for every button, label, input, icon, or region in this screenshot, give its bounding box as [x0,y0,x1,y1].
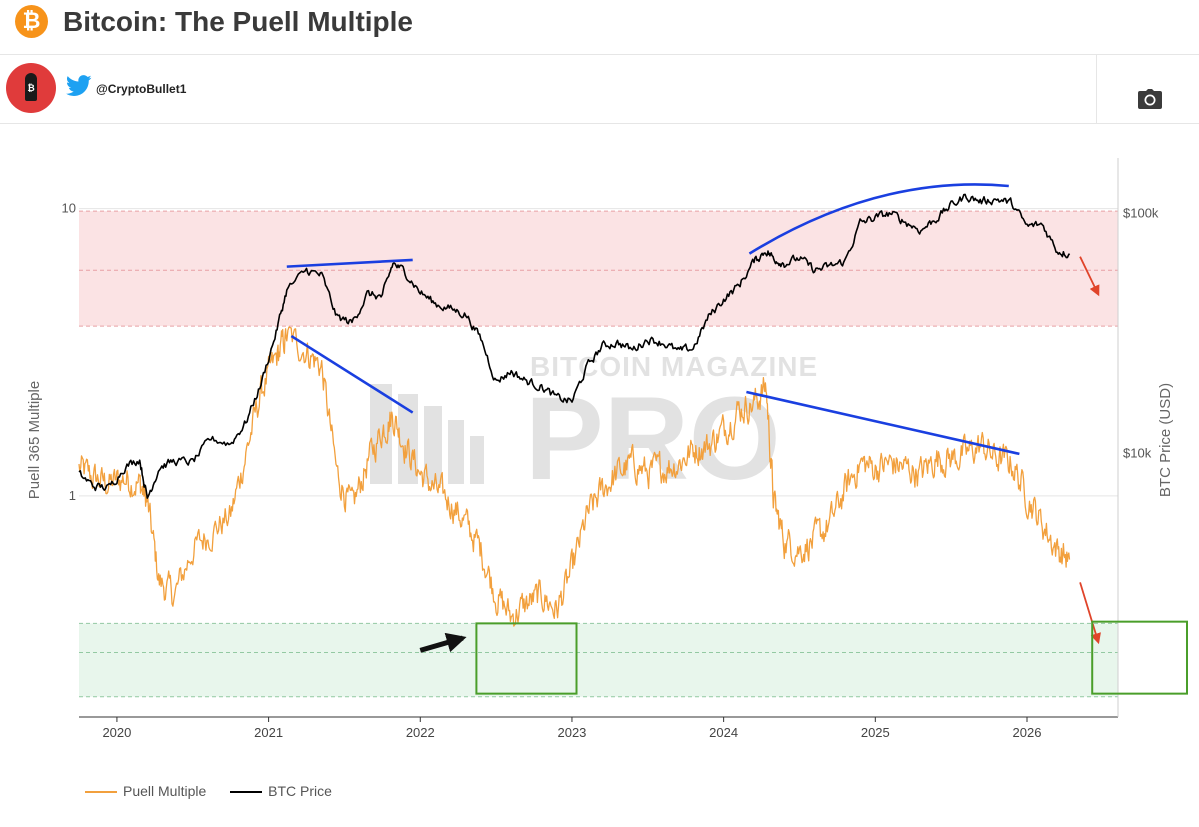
x-tick-label: 2026 [1013,725,1042,740]
x-tick-label: 2024 [709,725,738,740]
x-tick-label: 2020 [102,725,131,740]
legend-puell-swatch [85,791,117,794]
y-left-tick-label: 1 [69,488,76,503]
toolbar-divider [1096,55,1097,123]
twitter-bird-icon[interactable] [66,75,92,97]
watermark: BITCOIN MAGAZINE PRO [370,351,818,505]
y-right-tick-label: $100k [1123,205,1159,220]
watermark-line2: PRO [525,373,781,505]
chart-series [78,193,1071,627]
author-bar: ₿ @CryptoBullet1 [0,55,1199,124]
trend-line [290,334,414,414]
puell-chart: BITCOIN MAGAZINE PRO 2020 2021 2022 2023 202… [26,158,1188,740]
legend-puell[interactable]: Puell Multiple [85,783,206,799]
watermark-line1: BITCOIN MAGAZINE [530,351,818,382]
x-tick-label: 2025 [861,725,890,740]
y-right-tick-label: $10k [1123,446,1152,461]
y-axis-left-label: Puell 365 Multiple [26,381,43,499]
page-title: Bitcoin: The Puell Multiple [63,6,413,37]
x-tick-labels: 2020 2021 2022 2023 2024 2025 2026 [102,717,1041,740]
bullet-icon [25,73,37,101]
x-tick-label: 2021 [254,725,283,740]
puell-multiple-line [78,326,1071,627]
camera-icon[interactable] [1138,89,1162,109]
y-axis-right-label: BTC Price (USD) [1157,383,1174,497]
avatar[interactable]: ₿ [6,63,56,113]
legend-puell-label: Puell Multiple [123,783,207,799]
x-tick-label: 2022 [406,725,435,740]
axes [79,158,1119,718]
green-highlight-box [475,622,578,695]
y-left-tick-label: 10 [62,201,76,216]
btc-price-line [78,193,1071,499]
x-tick-label: 2023 [557,725,586,740]
y-tick-labels: 10 1 $100k $10k [62,201,1159,503]
trend-line [746,390,1020,456]
trend-line [748,183,1009,255]
avatar-glyph: ₿ [27,84,35,94]
author-handle[interactable]: @CryptoBullet1 [96,82,187,96]
chart-legend: Puell Multiple BTC Price [85,783,352,799]
legend-btc-label: BTC Price [268,783,332,799]
undervalued-zone-fill [79,623,1118,697]
trend-line [286,258,413,268]
red-arrow [1079,582,1101,645]
page-header: ₿ Bitcoin: The Puell Multiple [0,0,1199,55]
green-highlight-box [1091,620,1188,695]
bitcoin-logo-icon: ₿ [15,5,48,38]
legend-btc-swatch [230,791,263,794]
legend-btc[interactable]: BTC Price [230,783,332,799]
black-arrow [419,632,467,653]
chart-annotations [286,183,1188,695]
zone-bands [79,210,1118,698]
red-arrow [1079,256,1100,297]
overvalued-zone-fill [79,211,1118,327]
